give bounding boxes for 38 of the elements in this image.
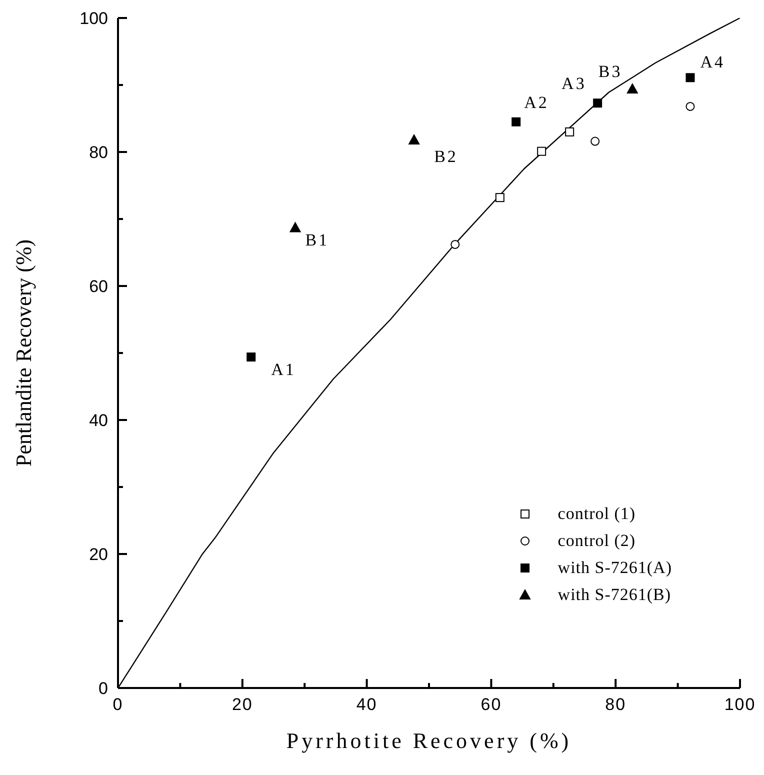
y-tick-label: 80 [89, 143, 108, 162]
annotation: B1 [305, 230, 330, 250]
legend-label: with S-7261(B) [558, 584, 672, 604]
y-axis-title: Pentlandite Recovery (%) [10, 239, 36, 467]
y-tick-label: 100 [80, 9, 108, 28]
point [512, 117, 521, 126]
point [590, 136, 600, 146]
point [246, 352, 256, 362]
point [626, 84, 638, 94]
y-tick-label: 0 [98, 679, 108, 698]
x-tick-label: 40 [356, 695, 378, 714]
y-tick-label: 60 [89, 277, 108, 296]
x-tick-label: 20 [232, 695, 253, 714]
annotation: A2 [524, 92, 549, 112]
point [686, 73, 695, 82]
point [565, 127, 574, 136]
point [408, 134, 420, 144]
annotation: A1 [271, 360, 296, 380]
point [686, 102, 695, 111]
legend-label: control (2) [558, 530, 636, 550]
annotation: B2 [434, 146, 458, 166]
y-tick-label: 40 [89, 411, 108, 430]
x-axis-title: Pyrrhotite Recovery (%) [286, 728, 572, 753]
x-tick-label: 80 [605, 695, 626, 714]
annotation: A3 [562, 74, 586, 94]
x-tick-label: 100 [724, 695, 756, 714]
point [593, 98, 602, 108]
point [450, 240, 460, 249]
point [290, 222, 301, 232]
x-tick-label: 0 [112, 695, 124, 714]
legend-label: control (1) [558, 504, 636, 524]
x-tick-label: 60 [480, 695, 502, 714]
y-tick-label: 20 [89, 545, 108, 564]
point [495, 193, 504, 202]
annotation: B3 [598, 62, 622, 82]
legend-label: with S-7261(A) [558, 558, 672, 578]
point [537, 146, 546, 156]
annotation: A4 [700, 52, 726, 72]
